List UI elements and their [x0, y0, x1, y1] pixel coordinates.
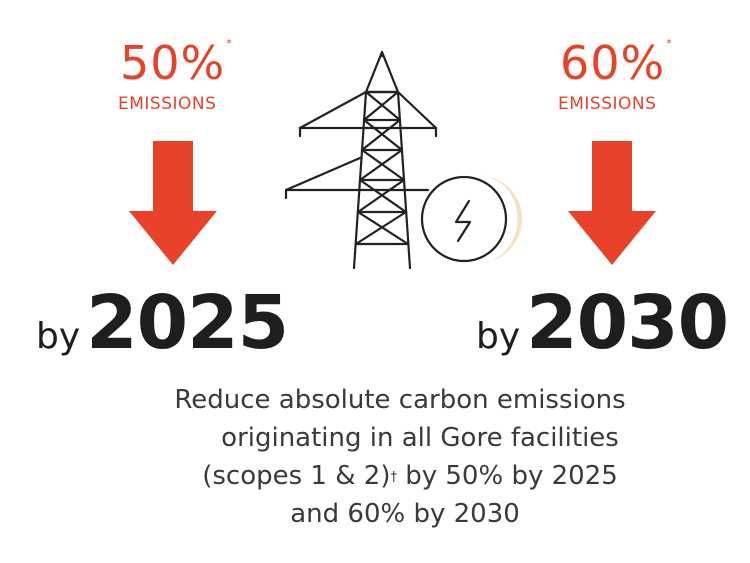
description-text: Reduce absolute carbon emissions origina…	[120, 381, 680, 533]
description-line-1: Reduce absolute carbon emissions	[174, 385, 626, 415]
left-year: 2025	[86, 280, 289, 366]
right-year: 2030	[526, 280, 729, 366]
right-by-year: by 2030	[476, 280, 729, 366]
description-footnote-mark: †	[390, 470, 397, 485]
electricity-bolt-icon	[420, 175, 522, 263]
description-line-4: and 60% by 2030	[290, 499, 520, 529]
description-scopes: (scopes 1 & 2)	[202, 461, 391, 491]
down-arrow-icon	[568, 141, 656, 265]
power-tower-icon	[284, 50, 438, 270]
right-by-label: by	[476, 316, 521, 357]
right-percent: 60%*	[560, 37, 673, 86]
description-line-2: originating in all Gore facilities	[221, 423, 619, 453]
left-emissions-label: EMISSIONS	[118, 94, 217, 114]
left-by-label: by	[36, 316, 81, 357]
right-percent-value: 60%	[560, 36, 666, 90]
right-emissions-label: EMISSIONS	[558, 94, 657, 114]
left-percent-value: 50%	[120, 36, 226, 90]
description-line-3: (scopes 1 & 2)† by 50% by 2025	[140, 457, 680, 495]
left-by-year: by 2025	[36, 280, 289, 366]
left-percent: 50%*	[120, 37, 233, 86]
left-percent-footnote-mark: *	[226, 37, 233, 50]
right-percent-footnote-mark: *	[666, 37, 673, 50]
description-target-2025: by 50% by 2025	[396, 461, 618, 491]
down-arrow-icon	[129, 141, 217, 265]
